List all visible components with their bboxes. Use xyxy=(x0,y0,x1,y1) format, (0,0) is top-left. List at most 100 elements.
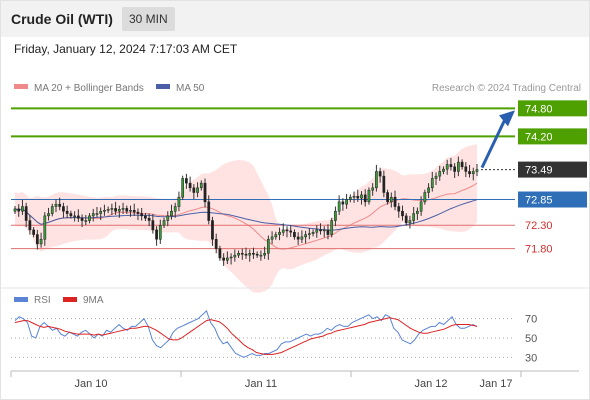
x-tick-label: Jan 12 xyxy=(414,378,447,390)
candle-body xyxy=(386,192,389,203)
candle xyxy=(367,187,371,205)
candle-body xyxy=(449,164,453,168)
candle xyxy=(214,233,218,254)
candle xyxy=(363,189,367,207)
candle xyxy=(337,195,341,215)
candle-body xyxy=(65,210,69,214)
candle-body xyxy=(110,208,114,210)
instrument-title: Crude Oil (WTI) xyxy=(11,11,113,27)
candle-body xyxy=(218,248,222,259)
rsi-level-label-30: 30 xyxy=(525,352,537,364)
candle xyxy=(21,199,24,215)
candle-body xyxy=(73,215,76,218)
candle-body xyxy=(151,220,155,231)
ma50-line xyxy=(14,199,478,231)
candle-body xyxy=(319,229,322,232)
candle xyxy=(289,225,293,237)
candle xyxy=(103,204,106,216)
candle xyxy=(326,224,330,240)
candle xyxy=(80,214,84,228)
level-tag-74.20 xyxy=(518,128,587,145)
candle-body xyxy=(99,210,103,214)
candle xyxy=(322,226,326,238)
candle-body xyxy=(69,213,73,217)
ma9-legend-swatch xyxy=(63,297,77,302)
candle-body xyxy=(457,161,460,172)
candle xyxy=(91,208,95,222)
candle-body xyxy=(129,210,132,212)
candle xyxy=(54,199,58,213)
candle xyxy=(434,172,438,186)
candle xyxy=(345,193,348,209)
candle-body xyxy=(397,206,401,212)
candle-body xyxy=(352,195,356,198)
bb-legend-label: MA 20 + Bollinger Bands xyxy=(34,83,144,94)
x-tick-label: Jan 11 xyxy=(245,378,277,390)
candle xyxy=(293,229,296,240)
candle-body xyxy=(315,229,319,233)
candle xyxy=(263,246,266,259)
candle-body xyxy=(43,215,47,240)
candle-body xyxy=(278,231,281,235)
candle xyxy=(222,253,226,266)
level-label-74.80: 74.80 xyxy=(525,103,553,115)
candle xyxy=(386,189,389,205)
candle xyxy=(371,183,375,196)
candle xyxy=(207,195,211,225)
candle xyxy=(147,213,151,227)
candle-body xyxy=(39,239,43,245)
candle-body xyxy=(475,169,479,172)
candle xyxy=(47,207,50,221)
candle-body xyxy=(162,220,166,226)
candle xyxy=(121,202,125,215)
last-price-tag xyxy=(518,161,587,178)
level-label-71.80: 71.80 xyxy=(525,244,553,256)
candle xyxy=(255,251,259,258)
candle-body xyxy=(442,168,445,172)
candle xyxy=(192,184,196,200)
candle-body xyxy=(274,234,278,238)
candle-body xyxy=(311,231,315,234)
candle-body xyxy=(263,253,266,256)
candle-body xyxy=(412,213,416,221)
candle-body xyxy=(430,178,434,189)
rsi-legend-swatch xyxy=(14,297,28,302)
candle xyxy=(69,210,73,219)
candle-body xyxy=(88,215,91,221)
candle-body xyxy=(166,215,170,221)
candle xyxy=(151,214,155,234)
candle xyxy=(140,207,144,221)
candle xyxy=(423,189,427,205)
candle xyxy=(158,219,162,244)
candle-body xyxy=(181,178,185,198)
candle-body xyxy=(207,201,211,221)
candle xyxy=(300,230,304,243)
rsi-level-label-70: 70 xyxy=(525,314,537,326)
candle-body xyxy=(404,215,408,224)
candle-body xyxy=(177,196,181,207)
candle xyxy=(28,214,32,235)
candle-body xyxy=(203,182,207,203)
candle xyxy=(468,164,471,178)
candle-body xyxy=(337,201,341,212)
candle-body xyxy=(229,256,233,259)
candle-body xyxy=(330,220,334,235)
candle-body xyxy=(322,229,326,232)
candle xyxy=(132,203,136,216)
candle-body xyxy=(408,220,412,224)
level-tag-72.85 xyxy=(518,191,587,208)
timeframe-button[interactable]: 30 MIN xyxy=(122,7,175,31)
candle xyxy=(389,192,393,208)
candle-body xyxy=(289,230,293,233)
candle-body xyxy=(80,217,84,221)
candle-body xyxy=(423,192,427,203)
candle-body xyxy=(468,171,471,175)
candle-body xyxy=(222,257,226,261)
candle-body xyxy=(58,203,62,207)
candle-body xyxy=(356,195,360,199)
candle-body xyxy=(237,253,240,256)
candle-body xyxy=(453,166,457,172)
candle-body xyxy=(185,178,188,184)
candle xyxy=(360,191,363,205)
candle xyxy=(375,164,378,192)
